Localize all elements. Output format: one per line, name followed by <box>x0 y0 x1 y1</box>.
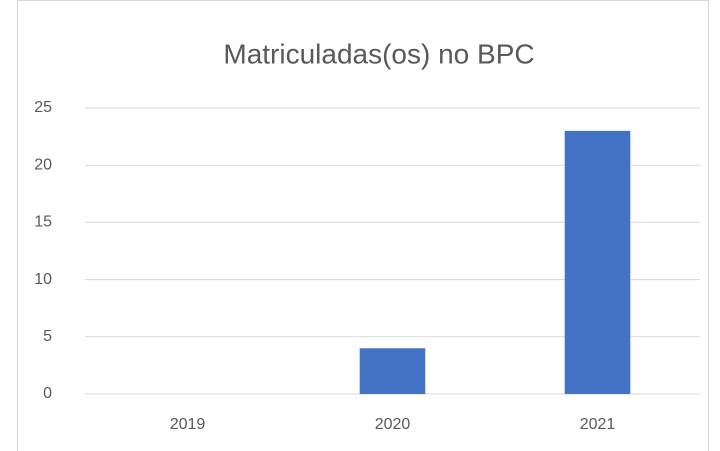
y-tick-label: 15 <box>34 214 52 231</box>
x-tick-label: 2019 <box>170 416 206 433</box>
x-tick-label: 2020 <box>375 416 411 433</box>
y-tick-label: 0 <box>43 385 52 402</box>
chart-title: Matriculadas(os) no BPC <box>223 38 534 69</box>
x-tick-label: 2021 <box>580 416 616 433</box>
bar <box>359 348 426 394</box>
y-tick-label: 10 <box>34 271 52 288</box>
y-tick-label: 5 <box>43 328 52 345</box>
y-tick-label: 20 <box>34 156 52 173</box>
y-tick-label: 25 <box>34 99 52 116</box>
bar <box>564 130 631 394</box>
